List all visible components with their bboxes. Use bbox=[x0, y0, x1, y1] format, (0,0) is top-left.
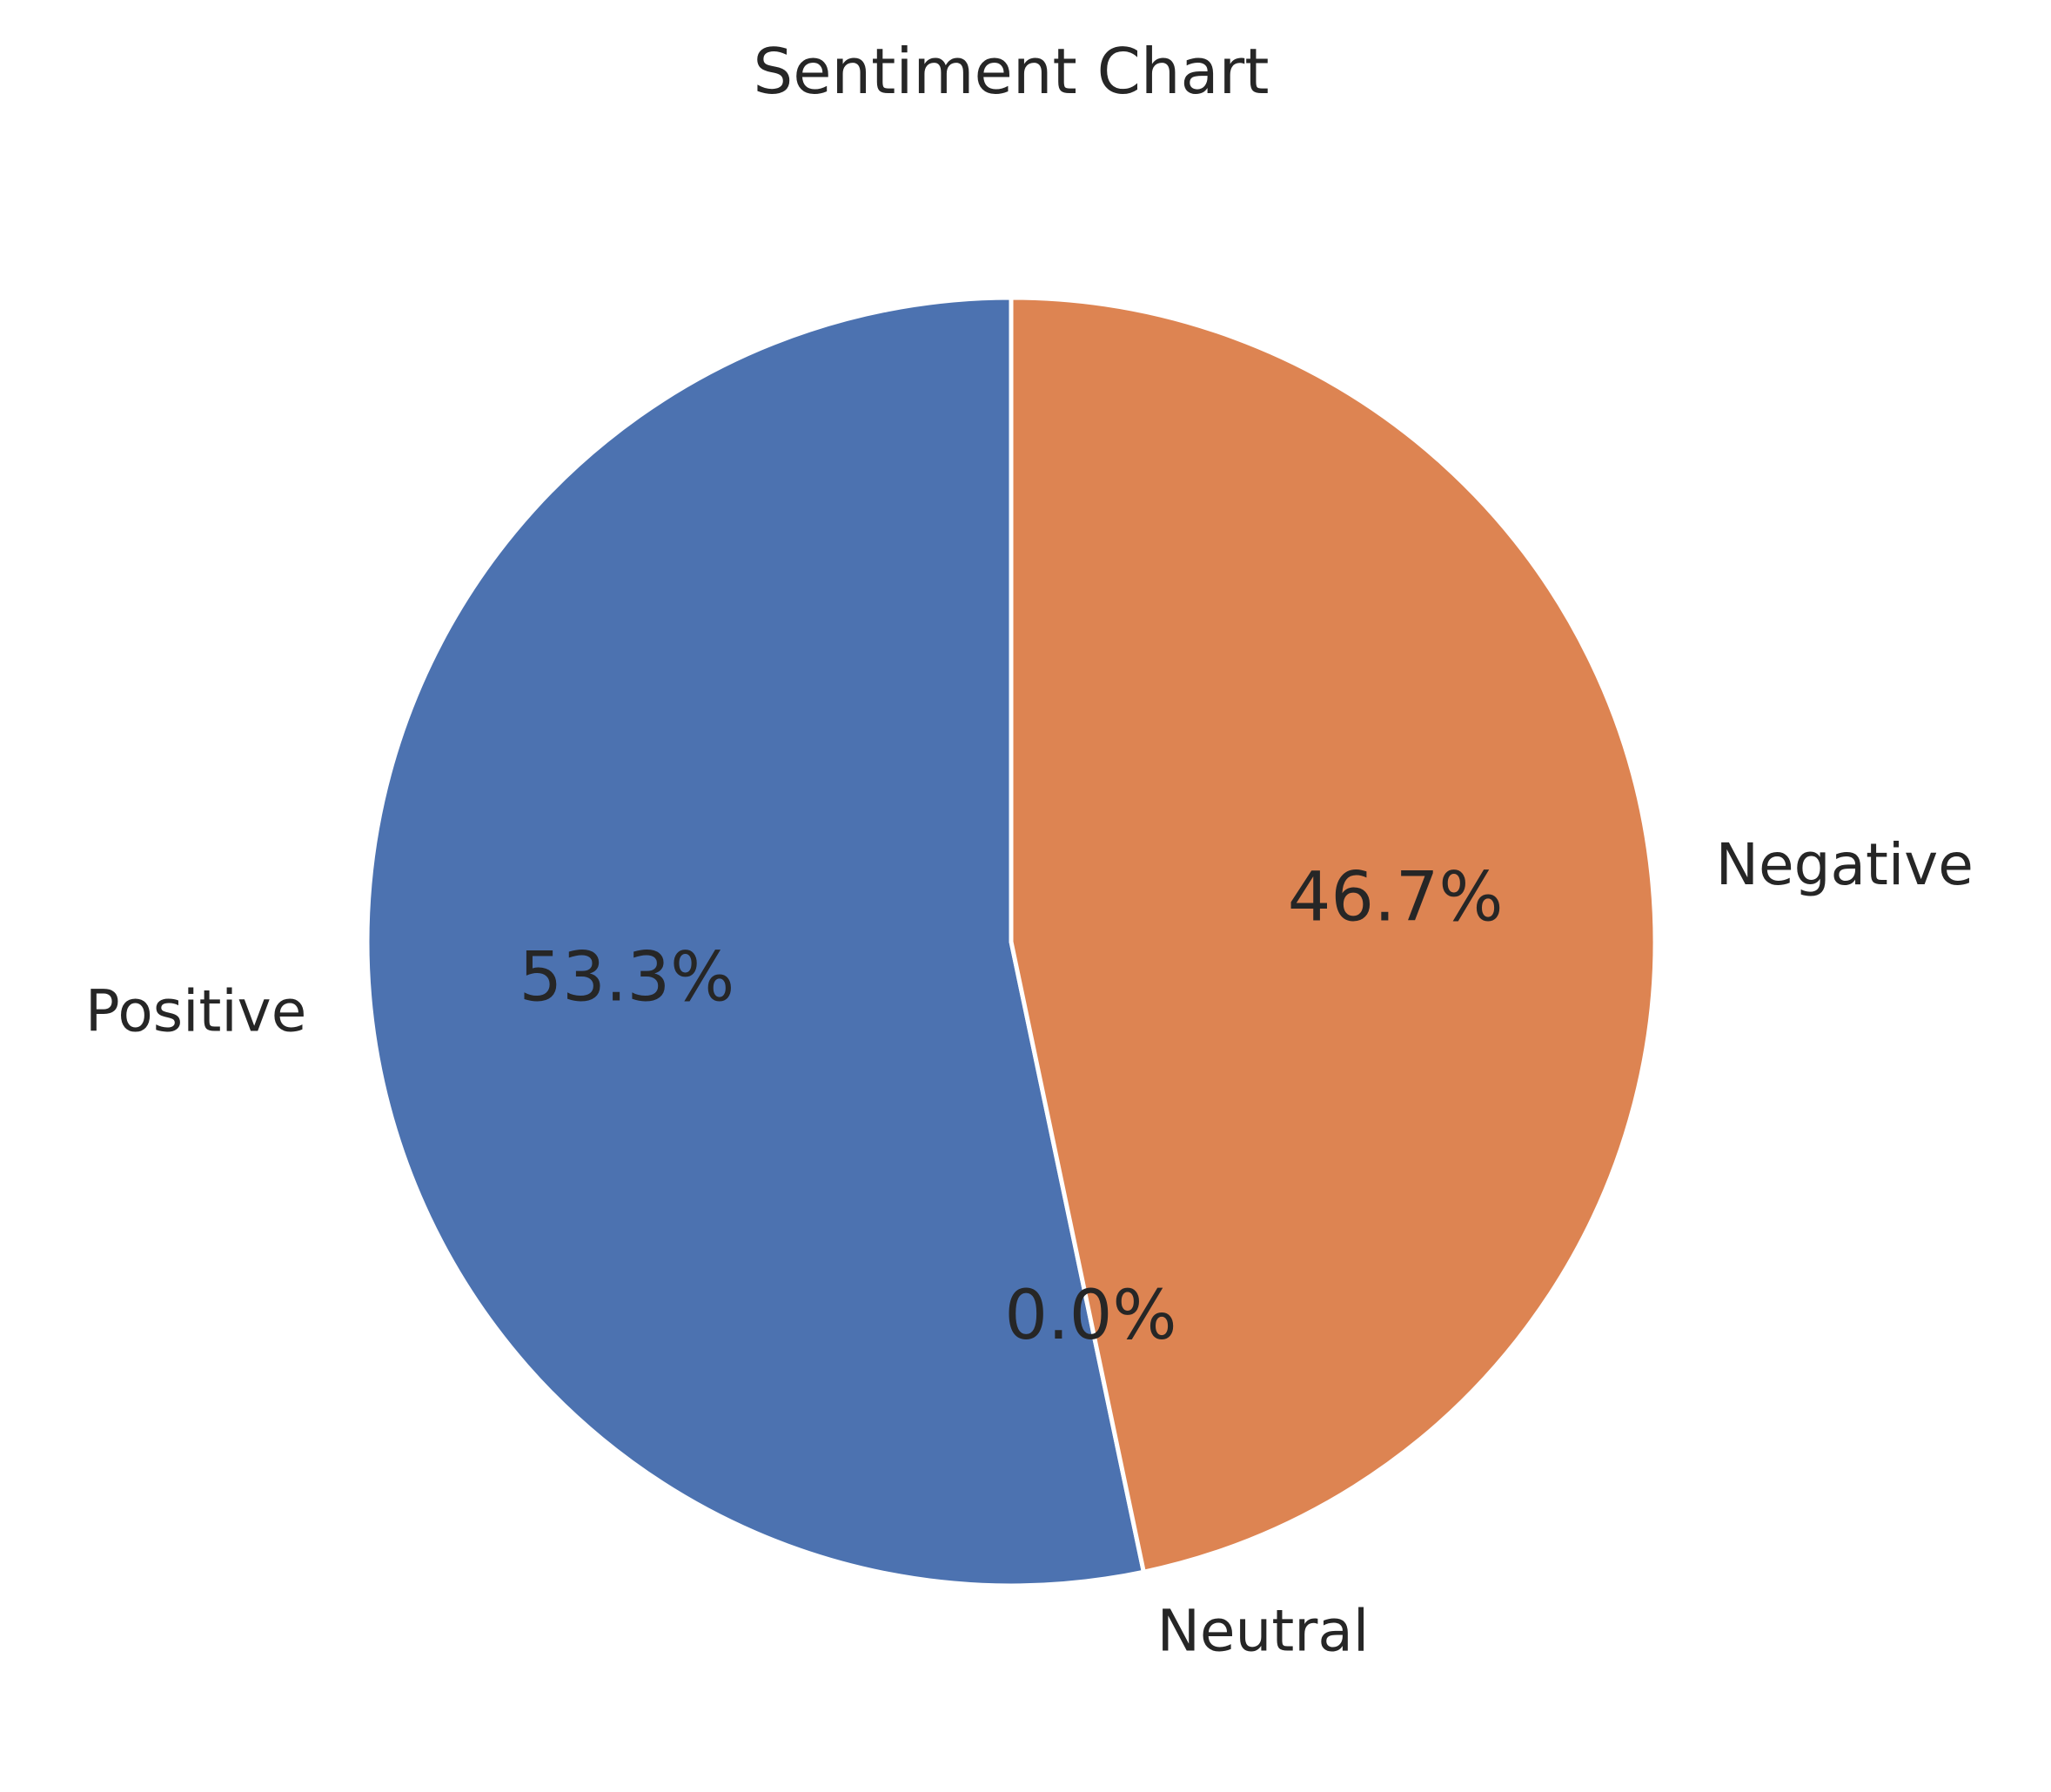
slice-pct-positive: 53.3% bbox=[519, 938, 734, 1017]
slice-label-negative: Negative bbox=[1716, 831, 1974, 898]
slice-label-positive: Positive bbox=[85, 977, 306, 1044]
pie-slice-positive bbox=[365, 295, 1147, 1588]
slice-pct-negative: 46.7% bbox=[1288, 859, 1504, 937]
pie-slice-negative bbox=[1009, 295, 1658, 1575]
slice-pct-neutral: 0.0% bbox=[1004, 1277, 1176, 1355]
labels-layer: Positive 53.3% Neutral 0.0% Negative 46.7% bbox=[85, 831, 1974, 1665]
chart-title: Sentiment Chart bbox=[754, 35, 1270, 108]
slice-label-neutral: Neutral bbox=[1157, 1598, 1370, 1665]
slices-layer bbox=[365, 295, 1658, 1588]
